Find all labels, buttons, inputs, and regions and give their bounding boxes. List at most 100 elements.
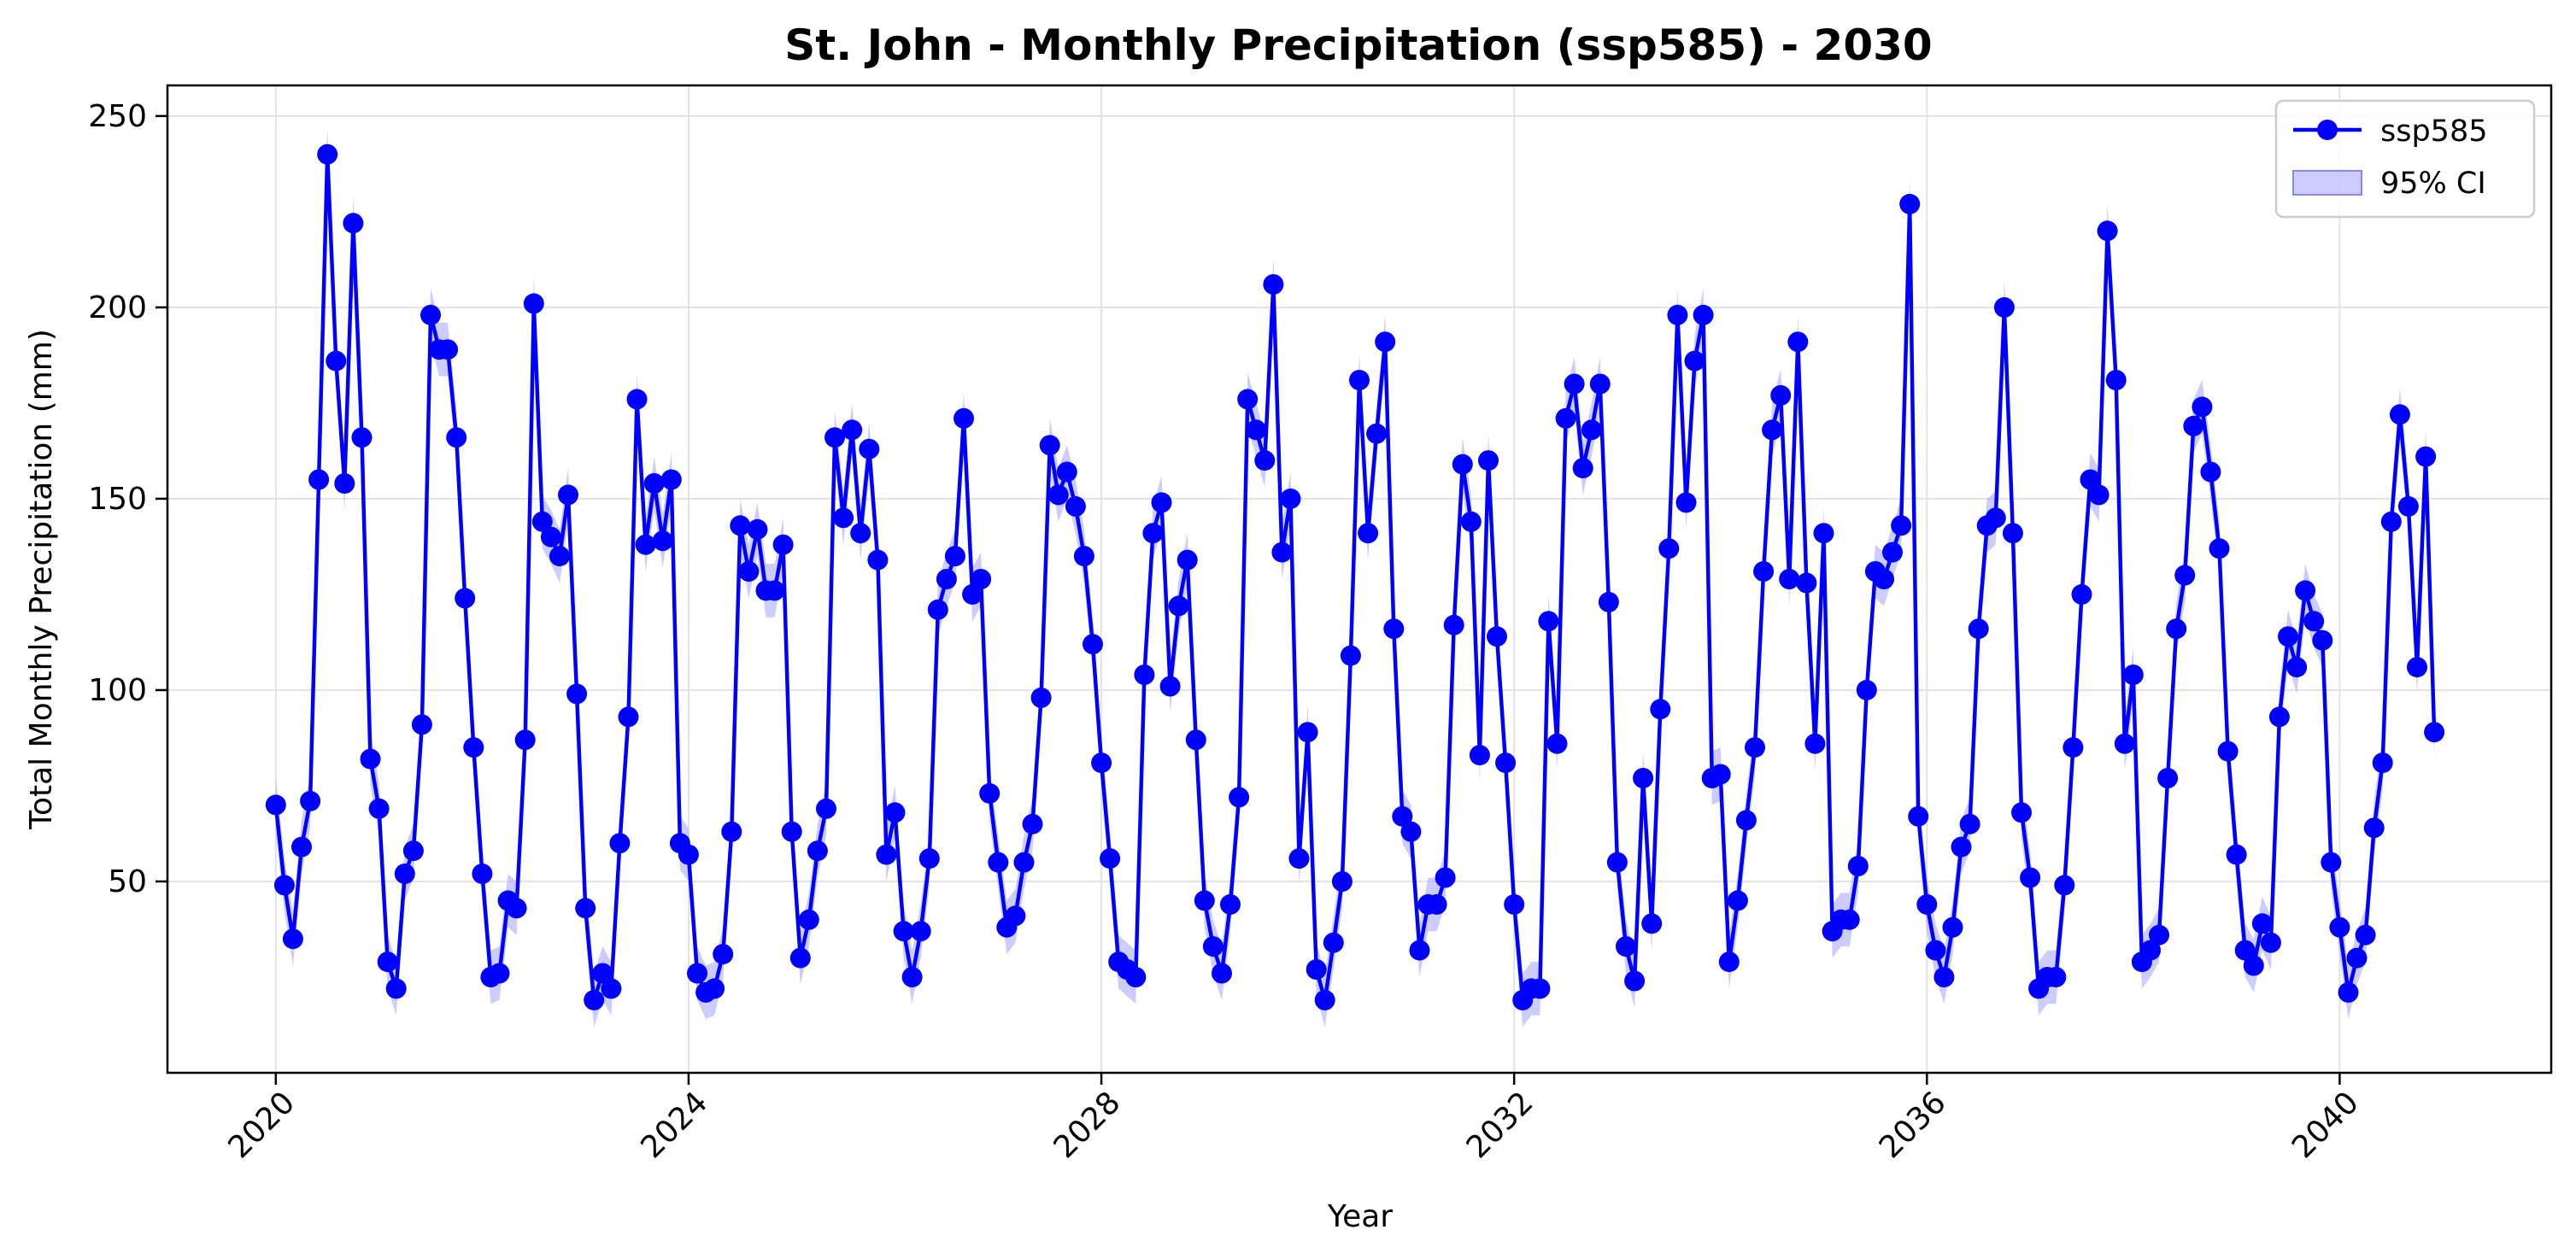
data-point: [455, 588, 476, 609]
data-point: [1177, 549, 1198, 571]
y-axis-ticks: 50 100 150 200 250: [88, 99, 167, 899]
data-point: [1065, 495, 1086, 517]
data-point: [1452, 454, 1473, 475]
data-point: [584, 989, 605, 1010]
data-point: [2105, 370, 2127, 390]
data-point: [781, 821, 802, 842]
data-point: [334, 473, 355, 494]
data-point: [850, 523, 871, 544]
data-point: [1091, 752, 1112, 774]
data-point: [2338, 981, 2359, 1003]
grid-lines: [167, 85, 2551, 1073]
data-point: [2054, 875, 2075, 896]
data-point: [2192, 396, 2213, 418]
data-point: [2122, 665, 2144, 685]
data-point: [2174, 565, 2196, 586]
data-point: [1633, 768, 1654, 788]
data-point: [2011, 802, 2032, 823]
series-line-ssp585: [273, 152, 2437, 1003]
data-point: [635, 534, 656, 555]
data-point: [1796, 572, 1817, 594]
data-point: [420, 304, 441, 325]
data-point: [1993, 296, 2015, 318]
data-point: [910, 921, 931, 942]
data-point: [1280, 488, 1301, 509]
data-point: [867, 549, 889, 571]
data-point: [2260, 932, 2281, 953]
data-point: [2268, 706, 2290, 728]
data-point: [1185, 729, 1206, 751]
data-point: [291, 836, 312, 858]
data-point: [411, 714, 432, 735]
data-point: [2149, 924, 2169, 946]
data-point: [2380, 511, 2402, 532]
legend-marker-swatch: [2317, 120, 2338, 140]
data-point: [1804, 733, 1826, 754]
data-point: [1047, 484, 1069, 506]
y-tick-label: 100: [88, 673, 147, 708]
data-point: [1159, 676, 1181, 697]
data-point: [988, 852, 1009, 873]
data-point: [1925, 940, 1946, 961]
data-point: [2243, 955, 2264, 976]
data-point: [514, 729, 536, 751]
data-point: [1246, 419, 1267, 441]
data-point: [2157, 768, 2179, 788]
data-point: [540, 526, 561, 548]
data-point: [859, 438, 880, 460]
data-point: [1968, 618, 1989, 640]
data-point: [918, 848, 940, 870]
data-point: [1589, 373, 1611, 395]
data-point: [1667, 304, 1688, 325]
data-point: [2346, 947, 2368, 969]
data-point: [1288, 848, 1310, 870]
data-point: [1229, 787, 1250, 808]
data-point: [575, 898, 596, 919]
data-point: [317, 143, 338, 165]
data-point: [764, 580, 785, 601]
data-point: [308, 469, 330, 490]
data-point: [1168, 595, 1189, 617]
data-point: [566, 683, 588, 705]
data-point: [1039, 435, 1060, 456]
data-point: [1891, 515, 1912, 536]
data-points: [265, 143, 2445, 1010]
data-point: [2234, 940, 2256, 961]
data-point: [1572, 458, 1593, 479]
data-point: [2217, 741, 2239, 762]
data-point: [2080, 469, 2101, 490]
data-point: [1323, 932, 1344, 953]
data-point: [2200, 461, 2221, 483]
data-point: [1478, 450, 1499, 471]
data-point: [1142, 523, 1164, 544]
data-point: [962, 583, 983, 605]
data-point: [1194, 890, 1215, 911]
data-point: [1460, 511, 1482, 532]
data-point: [704, 978, 725, 999]
data-point: [2407, 657, 2427, 678]
data-point: [1675, 492, 1697, 513]
data-point: [798, 909, 819, 930]
data-point: [2045, 967, 2067, 987]
data-point: [1504, 893, 1525, 915]
legend-label-ssp585: ssp585: [2380, 114, 2488, 149]
data-point: [713, 944, 734, 965]
data-point: [1693, 304, 1714, 325]
data-point: [549, 546, 570, 567]
data-point: [833, 507, 854, 529]
data-point: [1435, 867, 1456, 888]
data-point: [360, 748, 381, 770]
data-point: [1839, 909, 1860, 930]
legend-band-swatch: [2292, 170, 2362, 196]
data-point: [1616, 936, 1636, 957]
data-point: [1151, 492, 1172, 513]
data-point: [2372, 752, 2393, 774]
data-point: [300, 790, 321, 811]
data-point: [927, 599, 948, 620]
data-point: [592, 963, 613, 984]
data-point: [2002, 523, 2023, 544]
data-point: [1495, 752, 1517, 774]
data-point: [1254, 450, 1276, 471]
data-point: [1684, 350, 1705, 372]
